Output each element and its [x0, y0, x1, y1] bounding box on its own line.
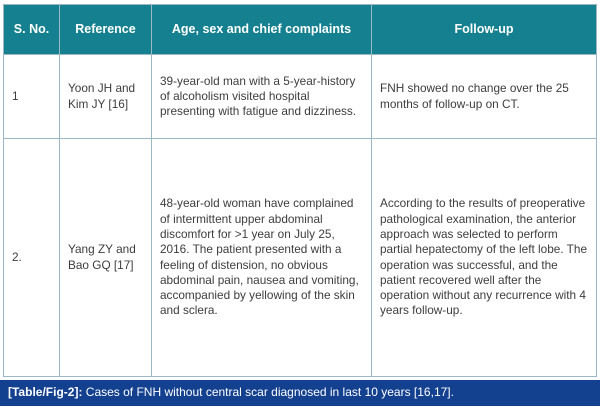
cell-reference: Yoon JH and Kim JY [16] [59, 54, 152, 139]
cell-reference: Yang ZY and Bao GQ [17] [59, 138, 152, 377]
header-cell-complaints: Age, sex and chief complaints [151, 4, 372, 55]
header-cell-reference: Reference [59, 4, 152, 55]
header-cell-sno: S. No. [3, 4, 60, 55]
table-row: 2. Yang ZY and Bao GQ [17] 48-year-old w… [3, 138, 597, 377]
cell-complaints: 48-year-old woman have complained of int… [151, 138, 372, 377]
caption-label: [Table/Fig-2]: [8, 385, 83, 399]
cell-followup: FNH showed no change over the 25 months … [371, 54, 597, 139]
cases-table: S. No. Reference Age, sex and chief comp… [3, 4, 597, 377]
caption-text: Cases of FNH without central scar diagno… [82, 385, 454, 399]
table-wrapper: S. No. Reference Age, sex and chief comp… [3, 4, 597, 377]
cell-followup: According to the results of preoperative… [371, 138, 597, 377]
header-cell-followup: Follow-up [371, 4, 597, 55]
cell-sno: 1 [3, 54, 60, 139]
cell-sno: 2. [3, 138, 60, 377]
header-row: S. No. Reference Age, sex and chief comp… [3, 4, 597, 55]
table-caption: [Table/Fig-2]: Cases of FNH without cent… [0, 380, 600, 406]
table-row: 1 Yoon JH and Kim JY [16] 39-year-old ma… [3, 54, 597, 139]
cell-complaints: 39-year-old man with a 5-year-history of… [151, 54, 372, 139]
